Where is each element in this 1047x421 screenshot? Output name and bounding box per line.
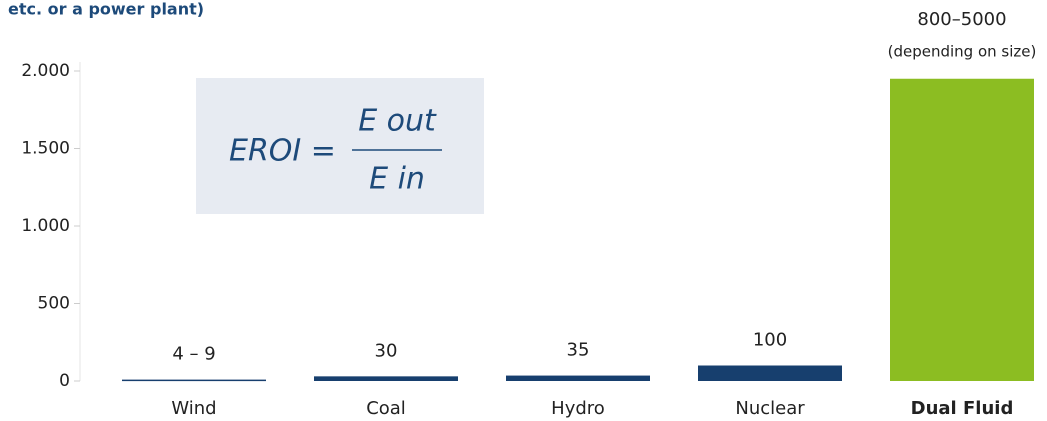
value-label: 35	[567, 340, 590, 361]
bar	[314, 376, 458, 381]
y-tick-label: 2.000	[21, 61, 70, 81]
value-label: 30	[375, 340, 398, 361]
x-tick-label: Coal	[366, 398, 406, 419]
formula-denominator: E in	[369, 162, 425, 197]
value-label: 100	[753, 330, 787, 351]
y-tick-label: 1.500	[21, 139, 70, 159]
formula-left: EROI =	[229, 134, 336, 169]
x-tick-label: Nuclear	[735, 398, 805, 419]
y-tick-label: 500	[38, 294, 70, 314]
value-label: 800–5000	[917, 9, 1006, 30]
y-tick-label: 0	[59, 371, 70, 391]
x-tick-label: Hydro	[551, 398, 605, 419]
bar	[698, 365, 842, 381]
y-tick-label: 1.000	[21, 216, 70, 236]
formula-box	[196, 78, 484, 214]
value-label: 4 – 9	[172, 344, 215, 365]
x-tick-label: Wind	[171, 398, 216, 419]
bar	[890, 78, 1034, 381]
bar	[122, 379, 266, 382]
formula-numerator: E out	[358, 104, 437, 139]
chart-title: etc. or a power plant)	[8, 0, 204, 19]
bar-note: (depending on size)	[888, 42, 1037, 60]
x-tick-label: Dual Fluid	[911, 398, 1014, 419]
bar	[506, 375, 650, 381]
